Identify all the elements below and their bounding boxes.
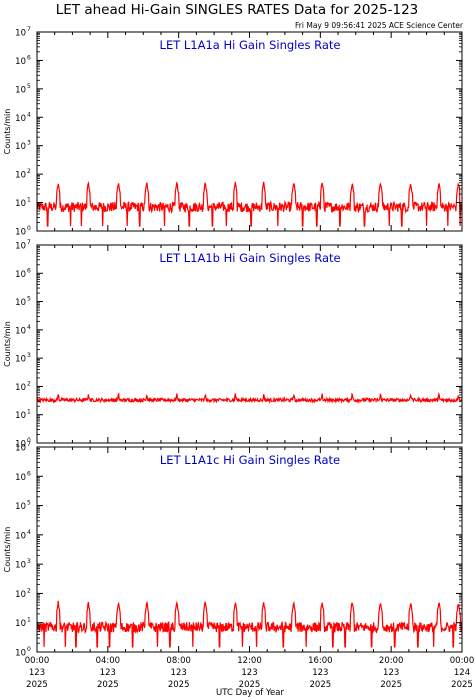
y-tick-label: 10 <box>15 242 26 252</box>
main-title: LET ahead Hi-Gain SINGLES RATES Data for… <box>56 2 419 18</box>
y-tick-label: 10 <box>15 531 26 541</box>
x-tick-label: 2025 <box>239 680 261 690</box>
x-tick-label: 20:00 <box>379 656 404 666</box>
y-tick-label: 10 <box>15 649 26 659</box>
x-tick-label: 123 <box>241 668 257 678</box>
y-tick-exponent: 1 <box>27 197 31 204</box>
y-tick-label: 10 <box>15 590 26 600</box>
y-tick-exponent: 7 <box>27 441 31 448</box>
x-tick-label: 16:00 <box>308 656 333 666</box>
x-tick-label: 2025 <box>380 680 402 690</box>
x-tick-label: 2025 <box>168 680 190 690</box>
series-line-2 <box>37 391 462 405</box>
x-tick-label: 00:00 <box>25 656 50 666</box>
y-axis-label: Counts/min <box>3 321 12 367</box>
plot-frame-1 <box>36 31 463 232</box>
y-tick-exponent: 5 <box>27 83 31 90</box>
timestamp-label: Fri May 9 09:56:41 2025 ACE Science Cent… <box>295 21 464 30</box>
y-tick-label: 10 <box>15 57 26 67</box>
y-tick-label: 10 <box>15 114 26 124</box>
y-tick-exponent: 5 <box>27 500 31 507</box>
y-tick-label: 10 <box>15 440 26 450</box>
plot-frame-3 <box>36 446 463 653</box>
y-tick-label: 10 <box>15 270 26 280</box>
y-tick-label: 10 <box>15 199 26 209</box>
y-axis-label: Counts/min <box>3 527 12 573</box>
y-tick-label: 10 <box>15 29 26 39</box>
y-tick-exponent: 0 <box>27 225 31 232</box>
y-tick-exponent: 7 <box>27 26 31 33</box>
x-tick-label: 123 <box>100 668 116 678</box>
y-tick-label: 10 <box>15 355 26 365</box>
y-tick-exponent: 4 <box>27 324 31 331</box>
x-tick-label: 123 <box>383 668 399 678</box>
y-tick-exponent: 2 <box>27 168 31 175</box>
y-tick-label: 10 <box>15 85 26 95</box>
y-tick-exponent: 1 <box>27 409 31 416</box>
panel-title-2: LET L1A1b Hi Gain Singles Rate <box>159 251 340 265</box>
x-tick-label: 08:00 <box>166 656 191 666</box>
x-tick-label: 123 <box>29 668 45 678</box>
y-tick-exponent: 5 <box>27 296 31 303</box>
y-tick-exponent: 4 <box>27 111 31 118</box>
x-tick-label: 2025 <box>26 680 48 690</box>
y-tick-exponent: 6 <box>27 267 31 274</box>
panel-title-1: LET L1A1a Hi Gain Singles Rate <box>160 38 341 52</box>
y-tick-label: 10 <box>15 142 26 152</box>
plot-frame-2 <box>36 244 463 444</box>
x-tick-label: 2025 <box>451 680 473 690</box>
x-tick-label: 124 <box>454 668 470 678</box>
y-tick-exponent: 3 <box>27 352 31 359</box>
y-tick-label: 10 <box>15 383 26 393</box>
x-axis-label: UTC Day of Year <box>216 688 284 698</box>
y-tick-label: 10 <box>15 326 26 336</box>
y-tick-exponent: 7 <box>27 239 31 246</box>
y-tick-label: 10 <box>15 171 26 181</box>
x-tick-label: 00:00 <box>450 656 475 666</box>
y-tick-label: 10 <box>15 228 26 238</box>
x-tick-label: 2025 <box>97 680 119 690</box>
series-line-3 <box>37 600 462 648</box>
x-tick-label: 123 <box>312 668 328 678</box>
x-tick-label: 2025 <box>310 680 332 690</box>
y-tick-label: 10 <box>15 411 26 421</box>
y-tick-label: 10 <box>15 473 26 483</box>
y-tick-label: 10 <box>15 561 26 571</box>
y-tick-exponent: 2 <box>27 587 31 594</box>
y-tick-label: 10 <box>15 502 26 512</box>
y-tick-exponent: 6 <box>27 54 31 61</box>
y-tick-exponent: 6 <box>27 470 31 477</box>
y-tick-exponent: 3 <box>27 140 31 147</box>
x-tick-label: 04:00 <box>96 656 121 666</box>
y-tick-exponent: 1 <box>27 617 31 624</box>
panel-title-3: LET L1A1c Hi Gain Singles Rate <box>160 453 340 467</box>
y-axis-label: Counts/min <box>3 109 12 155</box>
y-tick-exponent: 4 <box>27 529 31 536</box>
x-tick-label: 123 <box>171 668 187 678</box>
y-tick-exponent: 0 <box>27 437 31 444</box>
y-tick-exponent: 0 <box>27 646 31 653</box>
y-tick-exponent: 2 <box>27 380 31 387</box>
x-tick-label: 12:00 <box>237 656 262 666</box>
y-tick-label: 10 <box>15 298 26 308</box>
y-tick-label: 10 <box>15 619 26 629</box>
y-tick-exponent: 3 <box>27 558 31 565</box>
y-tick-label: 10 <box>15 444 26 454</box>
x-tick-labels: 00:00 123 2025 04:00 123 2025 08:00 123 2025 12:0… <box>25 656 475 690</box>
series-line-1 <box>37 181 462 227</box>
